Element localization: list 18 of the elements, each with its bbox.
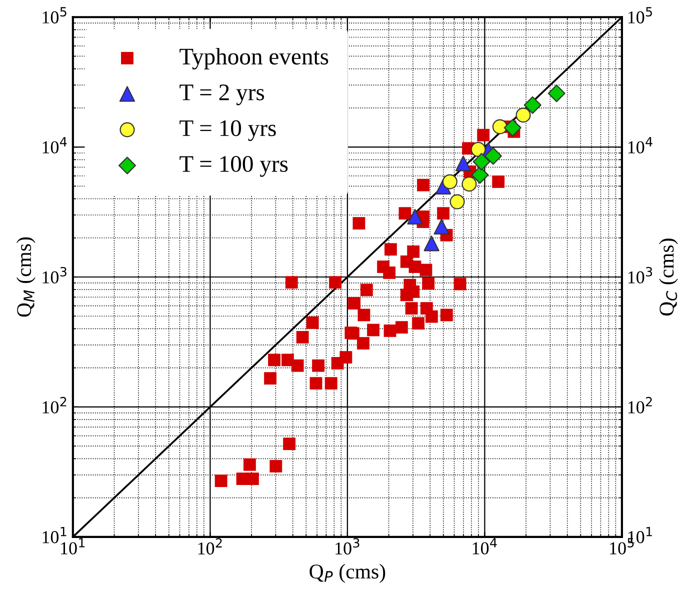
legend-label: T = 100 yrs [180, 156, 288, 177]
text: 10$^{3}$ [628, 266, 652, 284]
legend-label: Typhoon events [180, 48, 328, 70]
y2-axis-title: Q$_{C}$ (cms) [659, 238, 678, 316]
y-tick-label: 10$^{3}$ [42, 266, 66, 284]
y-tick-label: 10$^{2}$ [42, 396, 66, 414]
text: 10$^{2}$ [628, 396, 652, 414]
x-axis-title: Q$_{P}$ (cms) [310, 564, 386, 583]
y-tick-label: 10$^{4}$ [42, 137, 67, 154]
x-tick-label: 10$^{2}$ [198, 538, 222, 555]
legend-label: T = 2 yrs [180, 84, 264, 106]
text: 10$^{4}$ [628, 137, 652, 154]
x-tick-label: 10$^{3}$ [336, 538, 360, 555]
y-axis-title: Q$_{M}$ (cms) [16, 237, 36, 317]
text: 10$^{5}$ [628, 7, 652, 24]
x-tick-label: 10$^{4}$ [472, 538, 497, 554]
y-tick-label: 10$^{5}$ [42, 7, 66, 24]
legend-label: T = 10 yrs [180, 120, 276, 142]
